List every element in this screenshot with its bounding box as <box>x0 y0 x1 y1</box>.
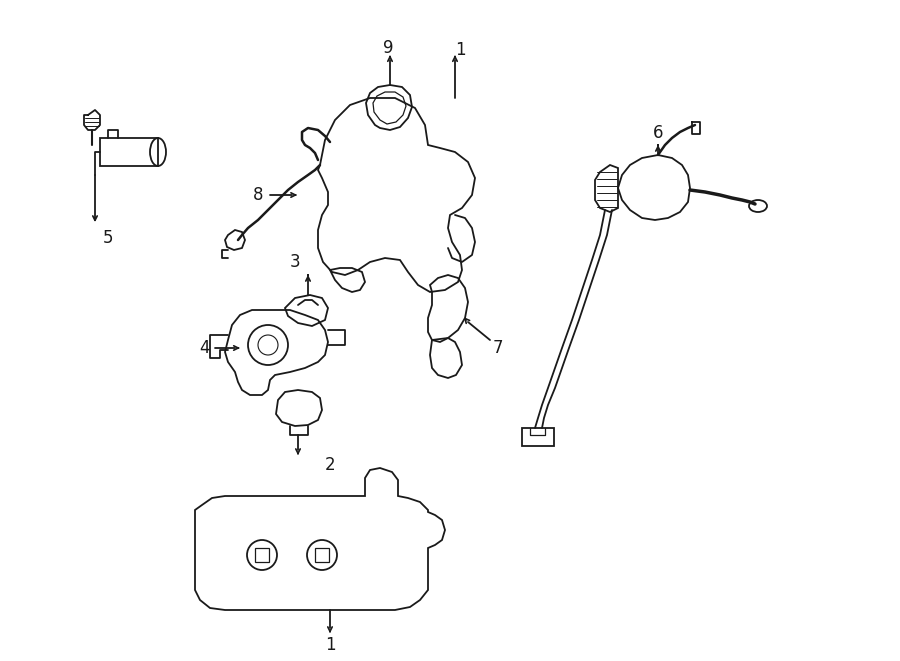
Bar <box>100 138 158 166</box>
Bar <box>255 548 269 562</box>
Text: 2: 2 <box>325 456 336 474</box>
Text: 7: 7 <box>493 339 503 357</box>
Text: 4: 4 <box>200 339 211 357</box>
Text: 5: 5 <box>103 229 113 247</box>
Text: 1: 1 <box>325 636 336 654</box>
Text: 9: 9 <box>382 39 393 57</box>
Bar <box>522 428 554 446</box>
Text: 8: 8 <box>253 186 263 204</box>
Text: 3: 3 <box>290 253 301 271</box>
Text: 1: 1 <box>454 41 465 59</box>
Bar <box>315 548 329 562</box>
Text: 6: 6 <box>652 124 663 142</box>
